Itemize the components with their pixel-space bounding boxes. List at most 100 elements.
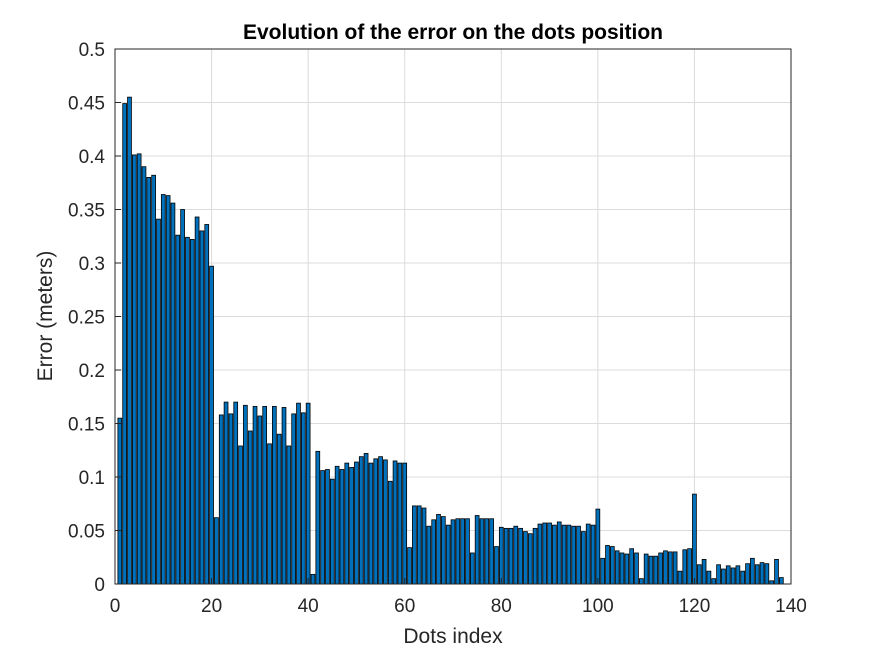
bar (561, 524, 567, 585)
bar (638, 578, 644, 585)
bar (334, 465, 340, 585)
bar (185, 236, 190, 585)
bar (368, 462, 374, 585)
bar (750, 557, 755, 585)
bar (600, 557, 606, 585)
bar (460, 518, 465, 585)
bar (209, 265, 214, 585)
y-tick-label: 0.4 (79, 147, 106, 168)
bar (300, 412, 306, 585)
bar (247, 430, 253, 585)
bar (402, 462, 408, 585)
bar (619, 552, 625, 585)
y-tick-label: 0.45 (68, 94, 105, 115)
bar (194, 216, 200, 585)
bar (436, 514, 441, 585)
bar (392, 460, 398, 585)
bar (199, 230, 205, 585)
bar (629, 548, 634, 585)
bar (223, 401, 229, 585)
bar (387, 480, 393, 585)
bar (576, 525, 581, 585)
bar (412, 505, 417, 585)
bar (180, 209, 185, 585)
bar (484, 518, 490, 585)
bar (465, 518, 470, 585)
bar (136, 153, 142, 585)
bar (455, 518, 461, 585)
bar (532, 527, 538, 585)
x-tick-label: 140 (775, 596, 807, 617)
bar (156, 218, 161, 585)
bar (378, 456, 383, 585)
bar (445, 524, 451, 585)
bar (682, 549, 688, 585)
bar (754, 564, 760, 585)
bar (127, 96, 132, 585)
bar (537, 523, 543, 585)
bar (518, 527, 523, 585)
bar (243, 404, 248, 585)
bar (494, 546, 499, 585)
bar (508, 527, 514, 585)
bar (218, 414, 224, 585)
bar (779, 577, 784, 585)
y-tick-label: 0.25 (68, 308, 105, 329)
bar (276, 433, 282, 585)
bar (310, 573, 316, 585)
x-tick-label: 40 (298, 596, 319, 617)
bar (122, 103, 127, 585)
bar (740, 570, 746, 585)
bar (706, 570, 712, 585)
bar (687, 548, 692, 585)
bar (595, 508, 601, 585)
bar (542, 522, 548, 585)
x-tick-label: 0 (110, 596, 121, 617)
bar (503, 527, 509, 585)
bar (721, 568, 726, 585)
bar (450, 519, 456, 585)
bar (131, 154, 137, 585)
bar (165, 195, 171, 585)
bar (634, 552, 639, 585)
bar (672, 551, 678, 585)
x-tick-label: 20 (201, 596, 222, 617)
x-axis-label: Dots index (403, 625, 503, 648)
bar (441, 516, 446, 585)
bar (667, 551, 673, 585)
bar (692, 493, 697, 585)
y-tick-label: 0.35 (68, 201, 105, 222)
bar (228, 413, 234, 585)
bar (286, 445, 292, 585)
y-axis-label: Error (meters) (34, 251, 57, 382)
bar (648, 555, 654, 585)
bar (759, 562, 765, 585)
bar (160, 194, 166, 585)
y-tick-label: 0.15 (68, 415, 105, 436)
y-tick-label: 0 (94, 575, 105, 596)
bar (296, 402, 301, 585)
bar (320, 470, 325, 585)
bar (416, 505, 422, 585)
bar (238, 445, 243, 585)
bar (189, 239, 195, 585)
bar (730, 567, 736, 585)
x-tick-label: 60 (394, 596, 415, 617)
bar (585, 523, 591, 585)
bar (117, 417, 123, 585)
bar (556, 521, 562, 585)
bar (151, 174, 156, 585)
bar (498, 526, 504, 585)
bar (663, 550, 668, 585)
bar (175, 234, 181, 585)
y-tick-label: 0.1 (79, 468, 105, 489)
bar (513, 525, 519, 585)
bar (527, 533, 533, 585)
bar (146, 176, 152, 585)
bar (725, 565, 731, 585)
bar (552, 524, 557, 585)
bar (267, 443, 272, 585)
bar (397, 462, 403, 585)
bar (262, 405, 268, 585)
